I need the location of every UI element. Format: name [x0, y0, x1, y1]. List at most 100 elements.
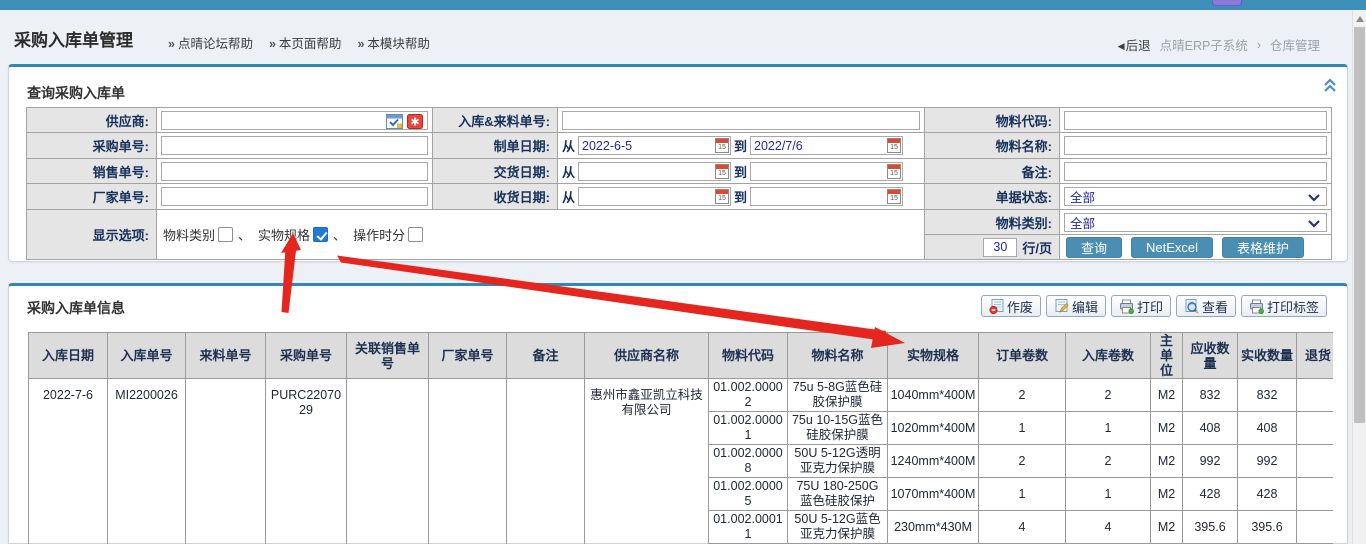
view-button[interactable]: 查看 — [1175, 295, 1236, 317]
cell-sales-no — [346, 378, 429, 544]
rows-per-page-input[interactable] — [983, 237, 1018, 257]
make-date-to-input[interactable] — [750, 136, 904, 155]
cell-spec: 1240mm*400M — [887, 444, 979, 478]
void-button[interactable]: 作废 — [980, 295, 1041, 317]
orders-table: 入库日期 入库单号 来料单号 采购单号 关联销售单号 厂家单号 备注 供应商名称… — [28, 332, 1333, 544]
make-date-label: 制单日期: — [432, 132, 558, 159]
calendar-icon[interactable] — [887, 138, 902, 153]
supplier-picker-icon[interactable] — [386, 113, 403, 129]
cell-material-no — [185, 378, 266, 544]
supplier-clear-icon[interactable] — [407, 113, 423, 129]
edit-button[interactable]: 编辑 — [1045, 295, 1106, 317]
query-panel-title: 查询采购入库单 — [27, 85, 125, 101]
material-code-label: 物料代码: — [924, 107, 1060, 133]
printer-icon — [1119, 299, 1134, 314]
netexcel-button[interactable]: NetExcel — [1131, 236, 1214, 258]
factory-no-label: 厂家单号: — [26, 183, 157, 210]
deliver-date-to-input[interactable] — [750, 161, 904, 181]
double-chevron-icon: » — [168, 37, 175, 51]
remark-input[interactable] — [1064, 161, 1327, 181]
cell-remark — [506, 378, 585, 544]
doc-status-select[interactable]: 全部 — [1064, 187, 1327, 206]
query-panel: 查询采购入库单 供应商: — [8, 64, 1348, 262]
table-row[interactable]: 2022-7-6 MI2200026 PURC2207029 惠州市鑫亚凯立科技… — [28, 378, 1333, 544]
receive-date-to-input[interactable] — [750, 187, 904, 206]
breadcrumb-section[interactable]: 仓库管理 — [1269, 39, 1320, 53]
printer-icon — [1249, 299, 1264, 314]
cell-due-qty: 992 — [1182, 444, 1238, 478]
calendar-icon[interactable] — [887, 163, 902, 179]
purchase-no-input[interactable] — [161, 136, 428, 155]
cell-name: 50U 5-12G蓝色亚克力保护膜 — [787, 510, 888, 544]
cell-in-rolls: 2 — [1065, 378, 1151, 412]
cell-name: 50U 5-12G透明亚克力保护膜 — [787, 444, 888, 478]
supplier-input[interactable] — [161, 110, 428, 130]
help-links: » 点晴论坛帮助 » 本页面帮助 » 本模块帮助 — [168, 33, 430, 52]
cell-actual-qty: 992 — [1237, 444, 1297, 478]
cell-order-rolls: 1 — [978, 477, 1066, 511]
breadcrumb-system[interactable]: 点晴ERP子系统 — [1159, 39, 1248, 53]
material-name-input[interactable] — [1064, 136, 1327, 155]
deliver-date-from-input[interactable] — [578, 161, 732, 181]
help-link-page[interactable]: » 本页面帮助 — [268, 37, 342, 51]
calendar-icon[interactable] — [715, 163, 730, 179]
material-code-input[interactable] — [1064, 110, 1327, 130]
display-options: 物料类别 、 实物规格 、 操作时分 — [161, 225, 920, 244]
material-type-select[interactable]: 全部 — [1064, 212, 1327, 232]
material-type-checkbox[interactable] — [218, 227, 234, 242]
collapse-panel-icon[interactable] — [1323, 77, 1337, 93]
scroll-up-arrow-icon[interactable] — [1356, 16, 1364, 22]
cell-code: 01.002.00005 — [708, 477, 788, 511]
to-label: 到 — [734, 190, 748, 205]
make-date-from-input[interactable] — [578, 136, 732, 155]
factory-no-input[interactable] — [161, 187, 428, 206]
cell-spec: 1070mm*400M — [887, 477, 979, 511]
info-panel-title: 采购入库单信息 — [27, 300, 125, 316]
cell-name: 75U 180-250G 蓝色硅胶保护 — [787, 477, 888, 511]
rows-per-page-label: 行/页 — [1022, 240, 1052, 256]
to-label: 到 — [734, 139, 748, 154]
calendar-icon[interactable] — [715, 138, 730, 153]
receive-date-label: 收货日期: — [432, 183, 558, 210]
partial-logo — [1212, 0, 1242, 6]
physical-spec-checkbox[interactable] — [313, 227, 329, 242]
cell-purchase-no: PURC2207029 — [265, 378, 347, 544]
table-maintain-button[interactable]: 表格维护 — [1222, 236, 1305, 258]
display-options-label: 显示选项: — [26, 209, 157, 260]
calendar-icon[interactable] — [887, 189, 902, 204]
material-name-label: 物料名称: — [924, 132, 1060, 159]
cell-in-no: MI2200026 — [107, 378, 186, 544]
cell-in-rolls: 2 — [1065, 444, 1151, 478]
cell-name: 75u 5-8G蓝色硅胶保护膜 — [787, 378, 888, 412]
receive-date-from-input[interactable] — [578, 187, 732, 206]
scrollbar-thumb[interactable] — [1354, 27, 1365, 423]
sales-no-input[interactable] — [161, 161, 428, 181]
table-row[interactable]: 01.002.00005 75U 180-250G 蓝色硅胶保护 1070mm*… — [29, 477, 1333, 511]
cell-code: 01.002.00008 — [708, 444, 788, 478]
calendar-icon[interactable] — [715, 189, 730, 204]
in-material-no-label: 入库&来料单号: — [432, 107, 558, 133]
print-button[interactable]: 打印 — [1110, 295, 1171, 317]
cell-actual-qty: 408 — [1237, 411, 1297, 445]
cell-actual-qty: 832 — [1237, 378, 1297, 412]
cell-unit: M2 — [1150, 378, 1183, 412]
purchase-no-label: 采购单号: — [26, 132, 157, 159]
query-button[interactable]: 查询 — [1066, 236, 1123, 258]
doc-status-label: 单据状态: — [924, 183, 1060, 210]
supplier-label: 供应商: — [26, 107, 157, 133]
operate-time-checkbox[interactable] — [408, 227, 424, 242]
chevron-down-icon — [1308, 219, 1320, 228]
cell-supplier: 惠州市鑫亚凯立科技有限公司 — [584, 378, 709, 544]
cell-unit: M2 — [1150, 411, 1183, 445]
cell-spec: 1040mm*400M — [887, 378, 979, 412]
cell-factory-no — [428, 378, 507, 544]
back-button[interactable]: ◀后退 — [1117, 39, 1151, 53]
double-chevron-icon: » — [268, 37, 276, 51]
help-link-forum[interactable]: » 点晴论坛帮助 — [168, 37, 253, 51]
cell-return-qty — [1296, 477, 1333, 511]
table-row[interactable]: 01.002.00011 50U 5-12G蓝色亚克力保护膜 230mm*430… — [29, 510, 1333, 544]
in-material-no-input[interactable] — [562, 110, 920, 130]
print-label-button[interactable]: 打印标签 — [1240, 295, 1327, 317]
help-link-module[interactable]: » 本模块帮助 — [357, 37, 430, 51]
vertical-scrollbar[interactable] — [1352, 10, 1366, 544]
